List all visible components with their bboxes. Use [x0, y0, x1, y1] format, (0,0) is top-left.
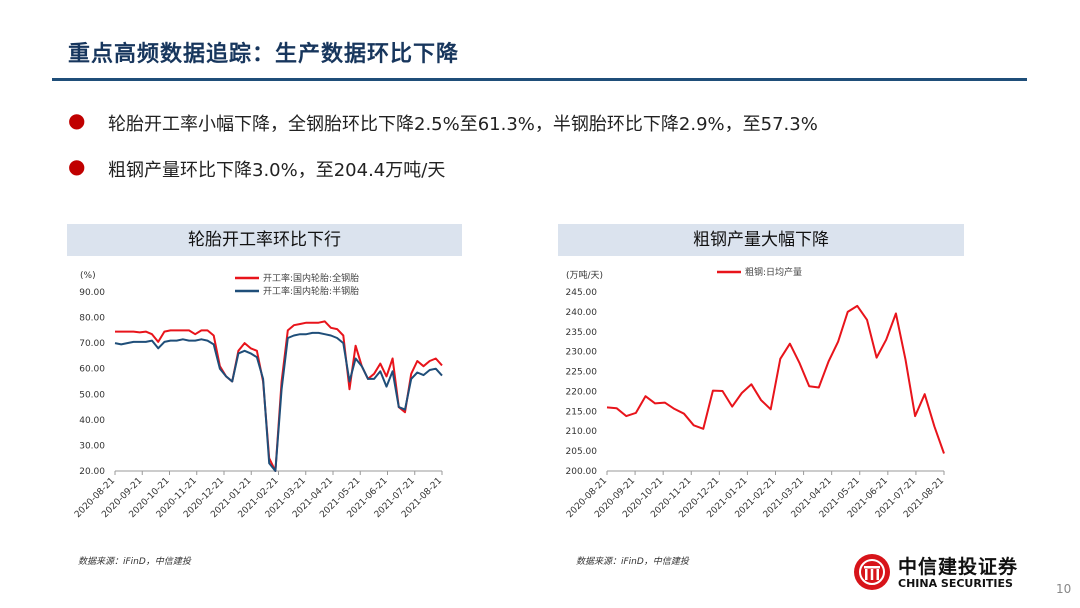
y-tick-label: 235.00 [566, 328, 598, 338]
y-axis-unit-label: (万吨/天) [566, 269, 603, 281]
y-tick-label: 215.00 [566, 407, 598, 417]
company-logo: 中信建投证券 CHINA SECURITIES [852, 552, 1032, 592]
logo-english-name: CHINA SECURITIES [898, 577, 1013, 590]
y-tick-label: 50.00 [79, 390, 105, 400]
y-tick-label: 30.00 [79, 441, 105, 451]
series-line [115, 320, 443, 472]
y-tick-label: 230.00 [566, 348, 598, 358]
logo-chinese-name: 中信建投证券 [898, 556, 1019, 578]
citic-emblem-icon [854, 554, 890, 590]
series-line [114, 331, 443, 472]
page-title: 重点高频数据追踪：生产数据环比下降 [68, 42, 460, 67]
bullet-text: 轮胎开工率小幅下降，全钢胎环比下降2.5%至61.3%，半钢胎环比下降2.9%，… [108, 114, 818, 135]
y-tick-label: 70.00 [79, 339, 105, 349]
page-number: 10 [1056, 582, 1072, 596]
legend-label: 开工率:国内轮胎:全钢胎 [263, 272, 359, 284]
y-axis-unit-label: (%) [80, 271, 96, 281]
y-tick-label: 205.00 [566, 447, 598, 457]
y-tick-label: 60.00 [79, 365, 105, 375]
y-tick-label: 20.00 [79, 467, 105, 477]
y-tick-label: 40.00 [79, 416, 105, 426]
chart-title-tire: 轮胎开工率环比下行 [67, 224, 462, 256]
legend-label: 粗钢:日均产量 [745, 266, 802, 278]
title-divider [52, 78, 1027, 81]
legend-label: 开工率:国内轮胎:半钢胎 [263, 285, 359, 297]
crude-steel-output-chart: (万吨/天) 200.00 205.00 210.00 215.00 220.00 225.… [565, 266, 946, 520]
y-tick-label: 210.00 [566, 427, 598, 437]
data-source-note: 数据来源：iFinD，中信建投 [576, 557, 689, 567]
y-tick-label: 225.00 [566, 368, 598, 378]
y-tick-label: 90.00 [79, 288, 105, 298]
bullet-dot-icon: ● [68, 108, 86, 132]
y-tick-label: 245.00 [566, 288, 598, 298]
series-line [606, 304, 945, 454]
y-tick-label: 200.00 [566, 467, 598, 477]
data-source-note: 数据来源：iFinD，中信建投 [78, 557, 191, 567]
y-tick-label: 220.00 [566, 387, 598, 397]
tire-operating-rate-chart: (%) 20.00 30.00 40.00 50.00 60.00 70.00 80.00 90… [73, 271, 444, 520]
y-tick-label: 240.00 [566, 308, 598, 318]
chart-title-steel: 粗钢产量大幅下降 [558, 224, 964, 256]
y-tick-label: 80.00 [79, 314, 105, 324]
bullet-text: 粗钢产量环比下降3.0%，至204.4万吨/天 [108, 160, 446, 181]
bullet-dot-icon: ● [68, 154, 86, 178]
